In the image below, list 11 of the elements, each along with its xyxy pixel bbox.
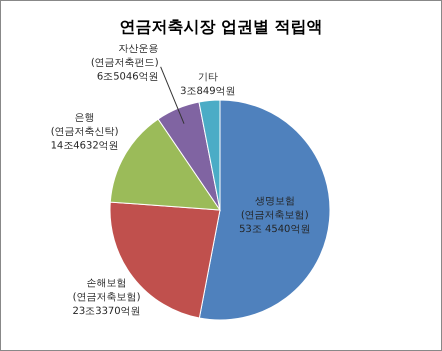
data-label: 14조4632억원 bbox=[50, 140, 119, 152]
data-label: 23조3370억원 bbox=[72, 306, 141, 317]
slice-label: 은행 (연금저축신탁) bbox=[50, 112, 119, 138]
slice-label: 기타 bbox=[198, 72, 218, 83]
data-label: 53조 4540억원 bbox=[239, 224, 310, 235]
data-label: 3조849억원 bbox=[180, 86, 236, 97]
chart-title: 연금저축시장 업권별 적립액 bbox=[119, 17, 323, 36]
slice-label: 자산운용 (연금저축펀드) bbox=[90, 44, 159, 69]
data-label: 6조5046억원 bbox=[96, 72, 159, 83]
slice-label: 생명보험 (연금저축보험) bbox=[240, 196, 309, 221]
slice-label: 손해보험 (연금저축보험) bbox=[72, 278, 141, 303]
